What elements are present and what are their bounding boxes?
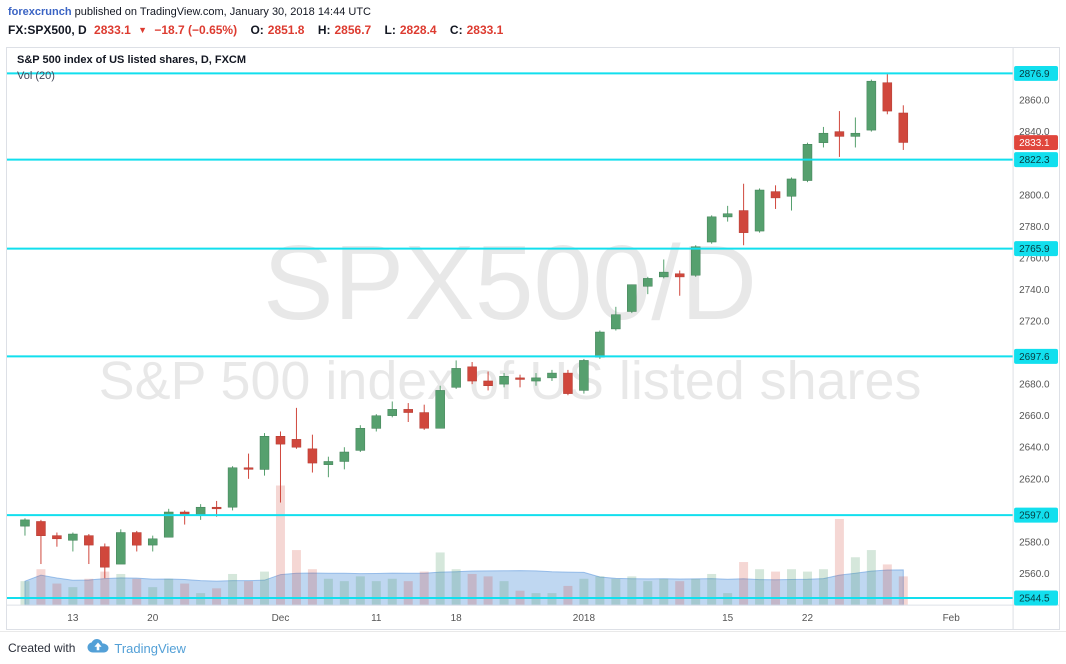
low-label: L: (384, 23, 396, 37)
chart-canvas[interactable]: SPX500/D S&P 500 index of US listed share… (7, 48, 1059, 629)
published-text: published on TradingView.com, January 30… (71, 6, 372, 18)
low-value: 2828.4 (399, 23, 437, 37)
svg-text:Dec: Dec (272, 613, 290, 624)
last-price: 2833.1 (94, 23, 131, 37)
svg-text:2800.0: 2800.0 (1019, 190, 1050, 201)
svg-text:S&P 500 index of US listed sha: S&P 500 index of US listed shares (99, 351, 922, 411)
level-lines (7, 72, 1014, 600)
high-value: 2856.7 (334, 23, 372, 37)
svg-text:18: 18 (451, 613, 463, 624)
symbol-name: FX:SPX500, D (8, 23, 87, 37)
svg-text:2765.9: 2765.9 (1019, 244, 1050, 255)
svg-text:SPX500/D: SPX500/D (263, 224, 757, 342)
down-triangle-icon: ▼ (138, 25, 148, 35)
svg-text:2876.9: 2876.9 (1019, 69, 1050, 80)
svg-text:20: 20 (147, 613, 159, 624)
price-axis-labels: 2860.0 2840.0 2800.0 2780.0 2760.0 2740.0 2720… (1019, 96, 1050, 580)
level-price-labels: 2876.9 2822.3 2765.9 2697.6 2597.0 2544.5 (1014, 65, 1059, 606)
created-with-text: Created with (8, 641, 76, 655)
volume-ma-area (24, 569, 904, 606)
svg-text:2680.0: 2680.0 (1019, 380, 1050, 391)
open-label: O: (250, 23, 264, 37)
svg-text:2660.0: 2660.0 (1019, 411, 1050, 422)
svg-text:2860.0: 2860.0 (1019, 96, 1050, 107)
watermark: SPX500/D S&P 500 index of US listed share… (99, 224, 922, 411)
open-value: 2851.8 (267, 23, 305, 37)
close-value: 2833.1 (466, 23, 504, 37)
candles-layer (20, 73, 909, 579)
svg-text:2822.3: 2822.3 (1019, 155, 1050, 166)
svg-text:2697.6: 2697.6 (1019, 352, 1050, 363)
svg-text:2597.0: 2597.0 (1019, 511, 1050, 522)
svg-text:15: 15 (722, 613, 734, 624)
tradingview-brand-link[interactable]: TradingView (87, 638, 186, 658)
svg-text:2840.0: 2840.0 (1019, 127, 1050, 138)
last-price-label: 2833.1 (1014, 135, 1059, 151)
svg-text:2720.0: 2720.0 (1019, 317, 1050, 328)
time-axis[interactable]: 13 20 Dec 11 18 2018 15 22 Feb (67, 613, 960, 624)
header: forexcrunch published on TradingView.com… (0, 0, 1066, 42)
tradingview-cloud-icon (87, 638, 109, 658)
svg-text:2780.0: 2780.0 (1019, 222, 1050, 233)
svg-text:2580.0: 2580.0 (1019, 537, 1050, 548)
svg-text:11: 11 (371, 613, 382, 624)
price-change: −18.7 (−0.65%) (154, 23, 238, 37)
svg-text:2018: 2018 (573, 613, 596, 624)
svg-text:Feb: Feb (943, 613, 961, 624)
author-link[interactable]: forexcrunch (8, 6, 72, 18)
svg-text:2760.0: 2760.0 (1019, 253, 1050, 264)
svg-text:2640.0: 2640.0 (1019, 443, 1050, 454)
svg-text:2833.1: 2833.1 (1019, 138, 1050, 149)
svg-text:22: 22 (802, 613, 814, 624)
high-label: H: (317, 23, 331, 37)
svg-text:2740.0: 2740.0 (1019, 285, 1050, 296)
svg-text:2560.0: 2560.0 (1019, 569, 1050, 580)
svg-text:2620.0: 2620.0 (1019, 474, 1050, 485)
svg-text:2544.5: 2544.5 (1019, 594, 1050, 605)
attribution-line: forexcrunch published on TradingView.com… (8, 5, 1066, 19)
svg-text:13: 13 (67, 613, 79, 624)
tradingview-brand-text: TradingView (114, 640, 186, 656)
symbol-line: FX:SPX500, D 2833.1 ▼ −18.7 (−0.65%) O: 2… (8, 23, 1066, 38)
footer: Created with TradingView (0, 631, 1066, 664)
close-label: C: (449, 23, 463, 37)
chart-frame: SPX500/D S&P 500 index of US listed share… (6, 47, 1060, 630)
